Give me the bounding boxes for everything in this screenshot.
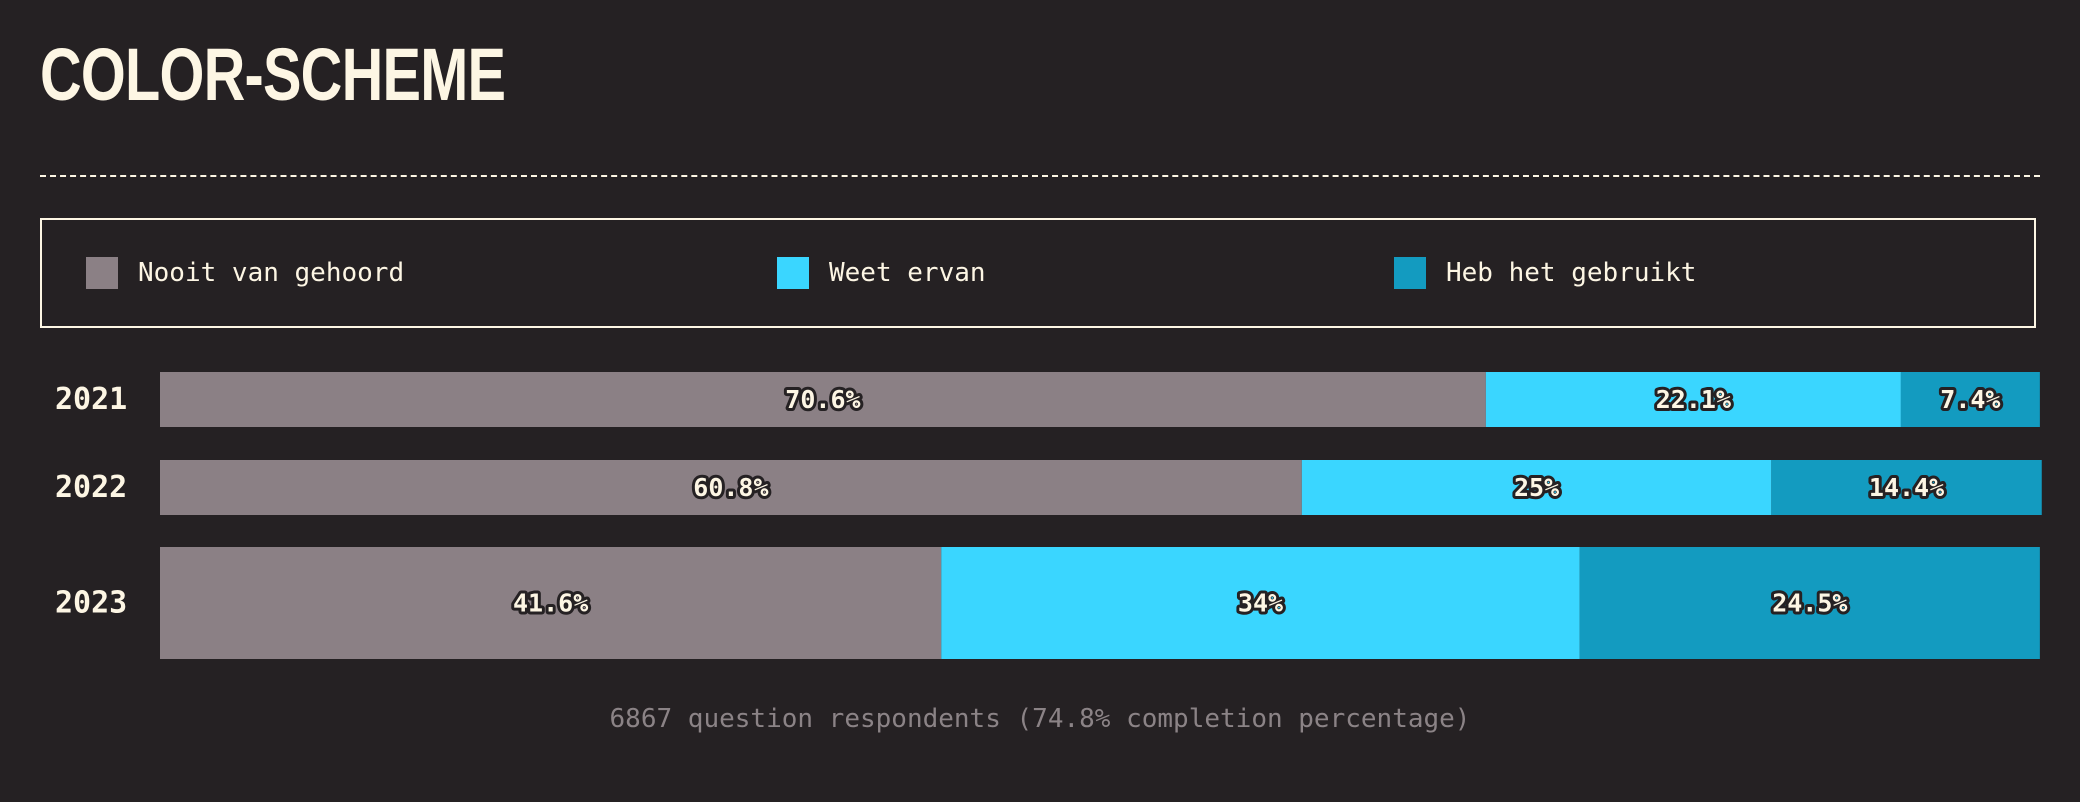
year-label-2021: 2021 bbox=[55, 382, 127, 417]
legend-swatch-nooit bbox=[86, 257, 118, 289]
legend-item-weet: Weet ervan bbox=[777, 220, 986, 326]
legend-label-weet: Weet ervan bbox=[829, 258, 986, 288]
bar-segment-2021-1 bbox=[160, 372, 1486, 427]
data-label-2022-3: 14.4% bbox=[1869, 473, 1944, 502]
data-label-2022-1: 60.8% bbox=[693, 473, 768, 502]
data-label-2023-2: 34% bbox=[1238, 589, 1283, 618]
legend-swatch-gebruikt bbox=[1394, 257, 1426, 289]
bar-segment-2021-3 bbox=[1900, 372, 2040, 427]
bar-segment-2022-2 bbox=[1301, 460, 1772, 515]
chart-title: COLOR-SCHEME bbox=[40, 33, 506, 116]
bar-segment-2023-2 bbox=[941, 547, 1580, 659]
bar-segment-2022-3 bbox=[1771, 460, 2042, 515]
bar-segment-2023-3 bbox=[1579, 547, 2040, 659]
data-label-2023-3: 24.5% bbox=[1772, 589, 1847, 618]
bar-segment-2022-1 bbox=[160, 460, 1302, 515]
dashed-divider bbox=[40, 175, 2040, 177]
data-label-2022-2: 25% bbox=[1514, 473, 1559, 502]
legend-item-nooit: Nooit van gehoord bbox=[86, 220, 404, 326]
data-label-2021-3: 7.4% bbox=[1940, 385, 2000, 414]
year-label-2023: 2023 bbox=[55, 586, 127, 621]
bar-segment-2023-1 bbox=[160, 547, 942, 659]
respondents-note: 6867 question respondents (74.8% complet… bbox=[609, 704, 1471, 734]
legend-item-gebruikt: Heb het gebruikt bbox=[1394, 220, 1696, 326]
legend-label-gebruikt: Heb het gebruikt bbox=[1446, 258, 1697, 288]
legend-swatch-weet bbox=[777, 257, 809, 289]
year-label-2022: 2022 bbox=[55, 470, 127, 505]
legend: Nooit van gehoord Weet ervan Heb het geb… bbox=[40, 218, 2036, 328]
data-label-2021-2: 22.1% bbox=[1656, 385, 1731, 414]
bar-segment-2021-2 bbox=[1485, 372, 1901, 427]
data-label-2023-1: 41.6% bbox=[513, 589, 588, 618]
data-label-2021-1: 70.6% bbox=[785, 385, 860, 414]
legend-label-nooit: Nooit van gehoord bbox=[138, 258, 405, 288]
